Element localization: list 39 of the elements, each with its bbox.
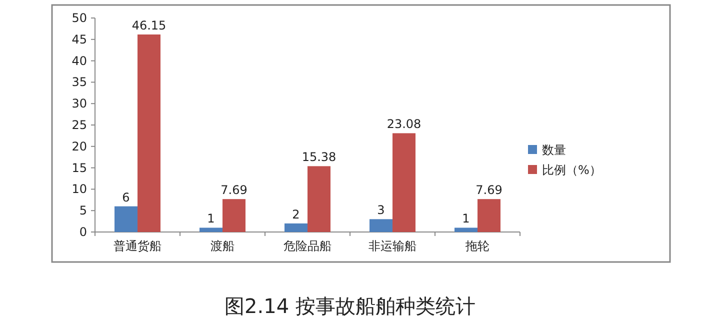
- y-tick-label: 40: [72, 54, 87, 68]
- bar: [114, 206, 138, 232]
- data-label: 1: [207, 212, 215, 226]
- bar: [370, 219, 392, 232]
- x-tick-label: 拖轮: [464, 239, 490, 253]
- bar: [454, 228, 478, 232]
- data-label: 3: [377, 203, 385, 218]
- y-tick-label: 30: [72, 96, 87, 111]
- x-tick-label: 普通货船: [114, 239, 162, 253]
- y-tick-label: 0: [79, 225, 87, 239]
- y-tick-label: 5: [79, 204, 87, 218]
- y-tick-label: 20: [72, 139, 87, 154]
- bar: [478, 199, 500, 232]
- bar: [308, 166, 330, 232]
- data-label: 23.08: [386, 117, 422, 132]
- y-tick-label: 35: [72, 75, 87, 90]
- data-label: 6: [122, 190, 130, 204]
- bar: [284, 223, 308, 232]
- bar: [222, 199, 246, 232]
- bar: [200, 228, 222, 232]
- legend-label: 比例（%）: [542, 163, 602, 177]
- data-label: 7.69: [476, 183, 502, 198]
- x-tick-label: 渡船: [210, 239, 234, 253]
- data-label: 15.38: [302, 150, 336, 164]
- y-tick-label: 10: [72, 182, 87, 196]
- data-label: 1: [462, 212, 470, 226]
- text: 图2.14 按事故船舶种类统计: [224, 294, 476, 318]
- legend-label: 数量: [542, 143, 566, 157]
- data-label: 2: [292, 207, 300, 222]
- data-label: 7.69: [220, 183, 248, 198]
- y-tick-label: 25: [72, 118, 87, 132]
- bar: [138, 34, 160, 232]
- y-tick-label: 50: [72, 11, 87, 25]
- x-tick-label: 危险品船: [284, 239, 332, 253]
- bar: [392, 133, 416, 232]
- y-tick-label: 45: [72, 32, 87, 46]
- y-tick-label: 15: [72, 160, 87, 175]
- data-label: 46.15: [132, 18, 166, 32]
- x-tick-label: 非运输船: [368, 239, 416, 253]
